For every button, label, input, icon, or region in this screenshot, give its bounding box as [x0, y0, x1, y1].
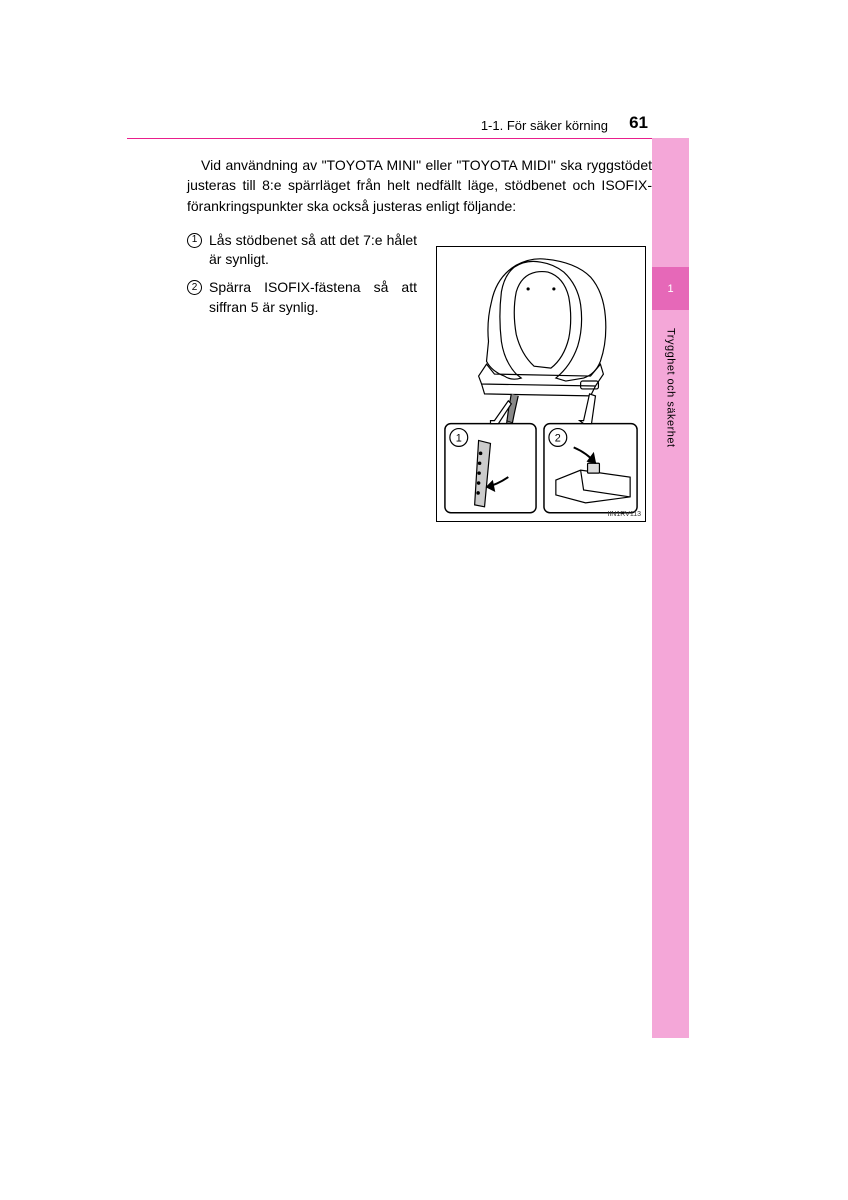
callout-1-label: 1: [456, 432, 462, 444]
circled-number-icon: 2: [187, 280, 202, 295]
list-item-text: Lås stödbenet så att det 7:e hålet är sy…: [209, 231, 417, 270]
page-container: 1-1. För säker körning 61 Vid användning…: [0, 0, 848, 1200]
header-divider: [127, 138, 652, 139]
chapter-number: 1: [667, 283, 673, 295]
list-column: 1 Lås stödbenet så att det 7:e hålet är …: [187, 231, 417, 325]
list-item: 2 Spärra ISOFIX-fästena så att siffran 5…: [187, 278, 417, 317]
circled-number-icon: 1: [187, 233, 202, 248]
chapter-title-text: Trygghet och säkerhet: [665, 328, 677, 448]
side-tab-dark: 1: [652, 267, 689, 310]
page-number: 61: [629, 113, 648, 133]
chapter-title-vertical: Trygghet och säkerhet: [652, 328, 689, 528]
callout-2-label: 2: [555, 432, 561, 444]
diagram-id-label: IIN1RV113: [607, 511, 641, 518]
list-item-text: Spärra ISOFIX-fästena så att siffran 5 ä…: [209, 278, 417, 317]
child-seat-illustration: 1: [437, 247, 645, 521]
section-label: 1-1. För säker körning: [481, 118, 616, 133]
intro-paragraph: Vid användning av "TOYOTA MINI" eller "T…: [187, 155, 652, 216]
diagram-box: 1: [436, 246, 646, 522]
list-item: 1 Lås stödbenet så att det 7:e hålet är …: [187, 231, 417, 270]
